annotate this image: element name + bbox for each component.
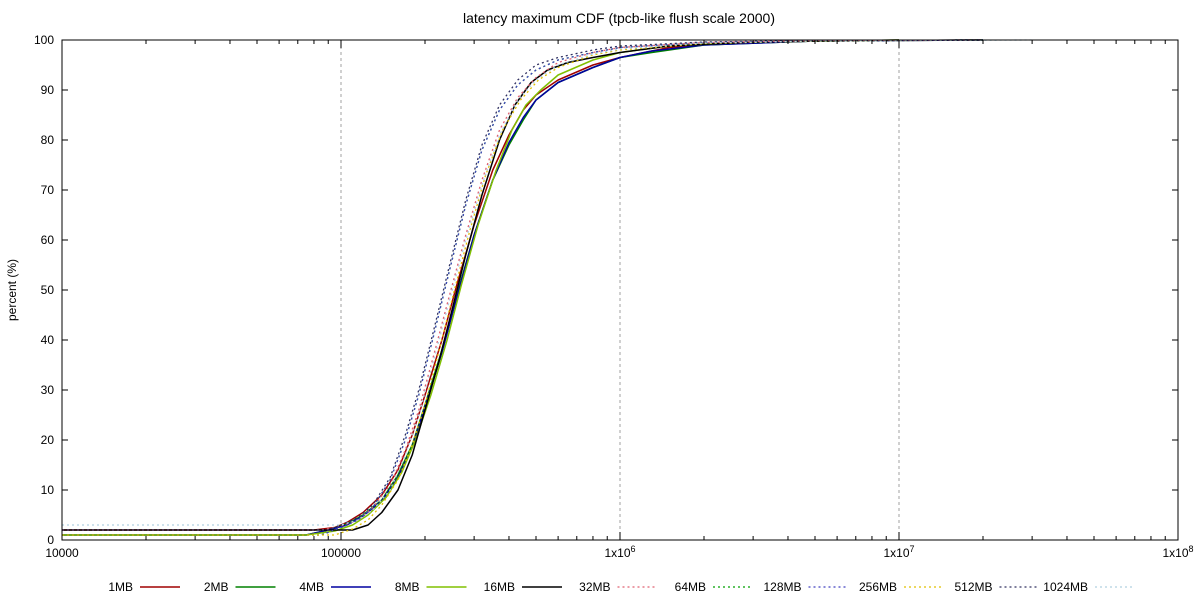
y-tick-label: 70: [41, 183, 55, 197]
y-tick-label: 90: [41, 83, 55, 97]
series-line-1MB: [62, 39, 983, 531]
y-tick-label: 10: [41, 483, 55, 497]
legend-label: 512MB: [954, 580, 992, 594]
chart-title: latency maximum CDF (tpcb-like flush sca…: [463, 10, 775, 26]
series-line-16MB: [62, 39, 900, 531]
y-tick-label: 30: [41, 383, 55, 397]
series-line-32MB: [62, 39, 983, 531]
series-line-64MB: [62, 39, 983, 536]
series-layer: [62, 39, 1033, 536]
x-tick-label: 1x107: [883, 544, 914, 560]
x-tick-label: 1x106: [604, 544, 635, 560]
series-line-1024MB: [62, 39, 1033, 526]
series-line-8MB: [62, 39, 900, 536]
y-tick-label: 50: [41, 283, 55, 297]
y-tick-label: 40: [41, 333, 55, 347]
x-tick-label: 1x108: [1162, 544, 1193, 560]
y-tick-label: 80: [41, 133, 55, 147]
y-tick-label: 20: [41, 433, 55, 447]
legend-label: 4MB: [299, 580, 324, 594]
series-line-512MB: [62, 39, 983, 531]
y-tick-label: 0: [47, 533, 54, 547]
y-axis-title: percent (%): [5, 259, 19, 321]
y-tick-label: 100: [34, 33, 54, 47]
legend-label: 16MB: [484, 580, 515, 594]
legend-label: 32MB: [579, 580, 610, 594]
series-line-256MB: [62, 39, 983, 536]
legend-label: 64MB: [675, 580, 706, 594]
x-tick-label: 10000: [45, 546, 79, 560]
x-tick-label: 100000: [321, 546, 361, 560]
legend-label: 8MB: [395, 580, 420, 594]
legend-label: 1MB: [108, 580, 133, 594]
series-line-2MB: [62, 39, 983, 536]
series-line-4MB: [62, 39, 983, 536]
axes-layer: 0 10 20 30 40 50 60 70 80 90 100 10000 100000 1x106 1x…: [34, 33, 1194, 560]
series-line-128MB: [62, 39, 983, 536]
legend-label: 2MB: [204, 580, 229, 594]
legend: 1MB 2MB 4MB 8MB 16MB 32MB 64MB 128MB 256MB 512MB 1…: [108, 580, 1135, 594]
grid-layer: [340, 40, 900, 540]
y-tick-label: 60: [41, 233, 55, 247]
legend-label: 128MB: [763, 580, 801, 594]
legend-label: 1024MB: [1043, 580, 1088, 594]
legend-label: 256MB: [859, 580, 897, 594]
